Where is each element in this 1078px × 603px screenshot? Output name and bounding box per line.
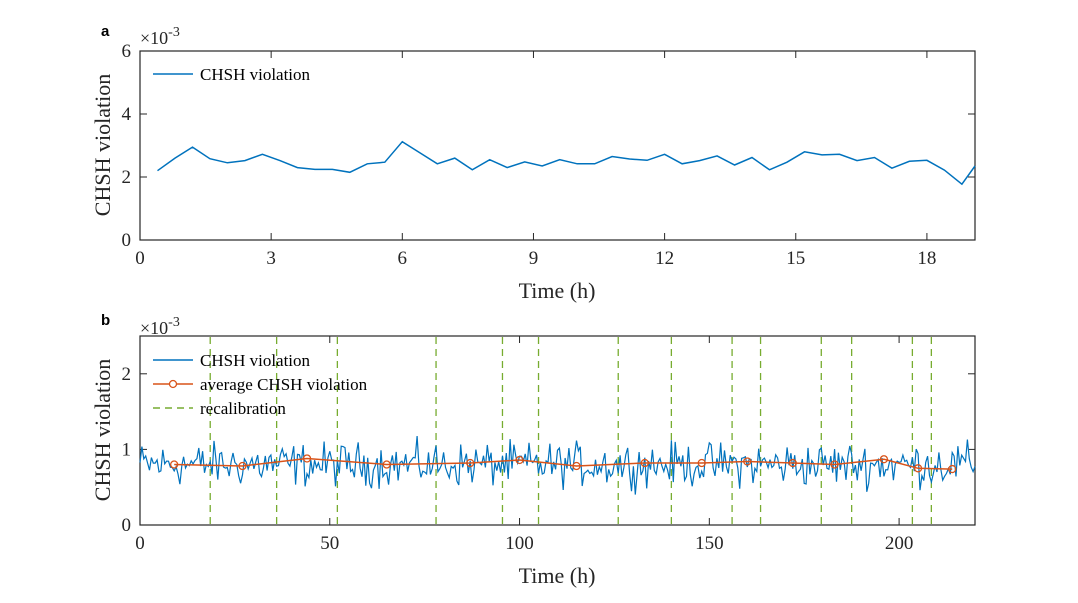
average-point — [697, 458, 706, 468]
average-point — [238, 461, 247, 471]
panel-b-ylabel: CHSH violation — [90, 359, 115, 501]
average-point — [170, 460, 179, 469]
series-chsh-violation-raw-line — [139, 436, 976, 495]
average-point — [743, 457, 752, 466]
y-tick-label: 0 — [122, 230, 132, 251]
panel-b-plot-area — [139, 335, 976, 526]
average-point — [466, 458, 475, 468]
x-tick-label: 12 — [655, 248, 674, 269]
y-tick-label: 1 — [122, 439, 132, 460]
x-tick-label: 0 — [135, 248, 145, 269]
panel-a-letter: a — [101, 23, 110, 40]
panel-a: a ×10-3 0 3 6 9 12 15 18 0 2 4 6 Time (h) CHSH vio… — [90, 23, 976, 303]
x-tick-label: 0 — [135, 533, 145, 554]
x-tick-label: 150 — [695, 533, 724, 554]
average-point — [913, 464, 923, 473]
panel-b-raw-series — [139, 436, 976, 495]
panel-b-legend-label-recal: recalibration — [200, 399, 286, 418]
x-tick-label: 100 — [505, 533, 534, 554]
x-tick-label: 3 — [266, 248, 276, 269]
average-point — [572, 461, 581, 471]
y-tick-label: 6 — [122, 41, 132, 62]
panel-b-legend-label-raw: CHSH violation — [200, 351, 311, 370]
average-point — [879, 455, 889, 464]
panel-b-recalibration-lines — [209, 337, 933, 524]
y-tick-label: 0 — [122, 515, 132, 536]
average-point — [302, 454, 312, 463]
panel-b-legend-label-avg: average CHSH violation — [200, 375, 368, 394]
panel-b-xlabel: Time (h) — [519, 563, 596, 588]
average-point — [515, 455, 524, 465]
average-point — [830, 460, 839, 469]
x-tick-label: 15 — [786, 248, 805, 269]
panel-a-legend: CHSH violation — [153, 65, 311, 84]
panel-a-xlabel: Time (h) — [519, 278, 596, 303]
series-average-line — [174, 457, 953, 470]
panel-a-series — [157, 140, 976, 186]
average-point — [788, 458, 797, 468]
panel-b-letter: b — [101, 312, 110, 329]
panel-a-plot-area — [139, 50, 976, 241]
panel-a-legend-label: CHSH violation — [200, 65, 311, 84]
average-point — [382, 460, 391, 469]
x-tick-label: 6 — [398, 248, 408, 269]
panel-b-average-series — [170, 454, 957, 474]
panel-b-multiplier: ×10-3 — [140, 315, 180, 338]
average-point — [948, 464, 957, 474]
series-chsh-violation-line — [157, 140, 976, 186]
panel-a-ylabel: CHSH violation — [90, 74, 115, 216]
panel-b-legend: CHSH violation average CHSH violation re… — [153, 351, 368, 418]
average-point — [640, 458, 649, 468]
y-tick-label: 2 — [122, 364, 132, 385]
panel-b-legend-marker-avg — [168, 379, 178, 389]
y-tick-label: 2 — [122, 167, 132, 188]
panel-a-multiplier: ×10-3 — [140, 25, 180, 48]
x-tick-label: 18 — [917, 248, 936, 269]
x-tick-label: 9 — [529, 248, 539, 269]
x-tick-label: 50 — [320, 533, 339, 554]
x-tick-label: 200 — [885, 533, 914, 554]
panel-b-ticks: 0 50 100 150 200 0 1 2 — [122, 336, 975, 554]
panel-b: b ×10-3 0 50 100 150 200 0 1 2 Time (h) CHSH vi… — [90, 312, 976, 588]
y-tick-label: 4 — [122, 104, 132, 125]
panel-a-ticks: 0 3 6 9 12 15 18 0 2 4 6 — [122, 41, 975, 269]
